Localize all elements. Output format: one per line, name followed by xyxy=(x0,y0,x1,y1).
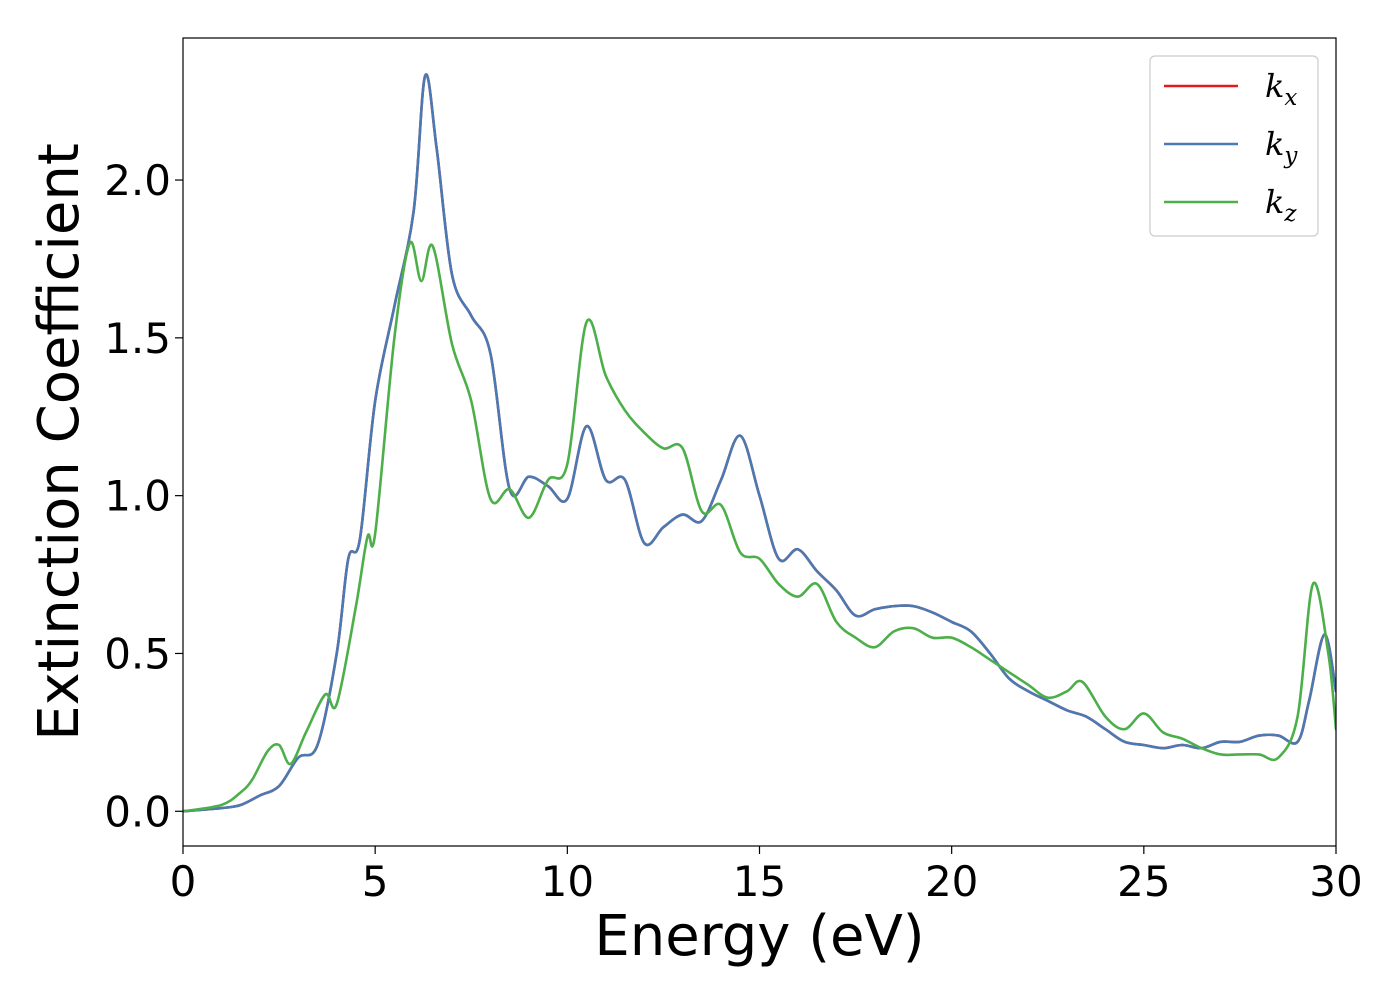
series-line-y xyxy=(183,73,1336,813)
y-tick-label: 1.5 xyxy=(104,314,171,363)
x-tick-label: 10 xyxy=(541,857,594,906)
legend: kx ky kz xyxy=(1149,55,1319,237)
legend-label-z: kz xyxy=(1265,183,1297,227)
y-axis-label: Extinction Coefficient xyxy=(27,143,92,741)
x-tick-label: 15 xyxy=(733,857,786,906)
legend-label-x: kx xyxy=(1265,67,1297,111)
x-tick-label: 0 xyxy=(170,857,197,906)
x-axis-label: Energy (eV) xyxy=(594,904,924,969)
x-tick-label: 20 xyxy=(925,857,978,906)
legend-box xyxy=(1149,55,1319,237)
y-tick-label: 1.0 xyxy=(104,472,171,521)
y-tick-label: 2.0 xyxy=(104,156,171,205)
x-axis: 0 5 10 15 20 25 30 xyxy=(170,846,1363,906)
series-line-z xyxy=(183,240,1336,813)
x-tick-label: 5 xyxy=(362,857,389,906)
x-tick-label: 25 xyxy=(1117,857,1170,906)
y-axis: 0.0 0.5 1.0 1.5 2.0 xyxy=(104,156,183,836)
plot-lines xyxy=(183,73,1336,813)
legend-label-y: ky xyxy=(1265,125,1298,169)
y-tick-label: 0.5 xyxy=(104,629,171,678)
y-tick-label: 0.0 xyxy=(104,787,171,836)
x-tick-label: 30 xyxy=(1309,857,1362,906)
